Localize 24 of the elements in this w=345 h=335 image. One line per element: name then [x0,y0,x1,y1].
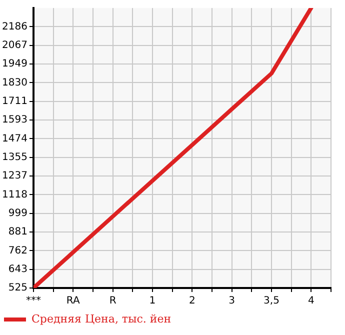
x-tick-label: 3,5 [264,296,280,307]
y-tick-label: 999 [8,208,28,220]
y-tick-label: 881 [8,226,28,238]
x-tick-label: R [109,296,116,307]
y-tick-label: 762 [8,245,28,256]
y-tick-label: 1949 [2,58,28,70]
y-tick-label: 1830 [2,77,28,88]
y-tick-label: 1593 [2,114,28,126]
x-tick-label: RA [66,296,80,307]
y-tick-label: 525 [8,282,28,294]
y-tick-label: 1237 [2,170,28,182]
y-tick-label: 2186 [2,21,28,32]
x-tick-label: 4 [308,296,314,307]
y-tick-label: 643 [8,264,28,276]
x-tick-label: 3 [228,296,236,307]
legend-label: Средняя Цена, тыс. йен [32,312,172,326]
y-tick-label: 2067 [2,40,28,52]
y-tick-label: 1355 [2,152,28,164]
x-tick-label: *** [26,296,41,307]
y-tick-label: 1474 [2,133,28,144]
x-tick-label: 1 [149,296,156,307]
y-tick-label: 1711 [2,96,28,108]
y-tick-label: 1118 [2,189,28,200]
x-tick-label: 2 [188,296,196,307]
